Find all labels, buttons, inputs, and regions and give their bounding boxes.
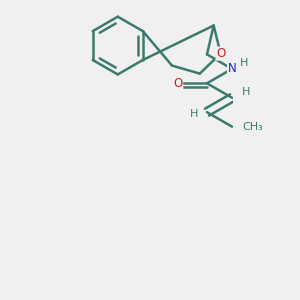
- Text: O: O: [173, 77, 183, 90]
- Text: O: O: [216, 47, 225, 60]
- Text: H: H: [190, 110, 198, 119]
- Text: H: H: [240, 58, 248, 68]
- Text: H: H: [242, 87, 250, 97]
- Text: CH₃: CH₃: [242, 122, 263, 132]
- Text: N: N: [228, 62, 236, 75]
